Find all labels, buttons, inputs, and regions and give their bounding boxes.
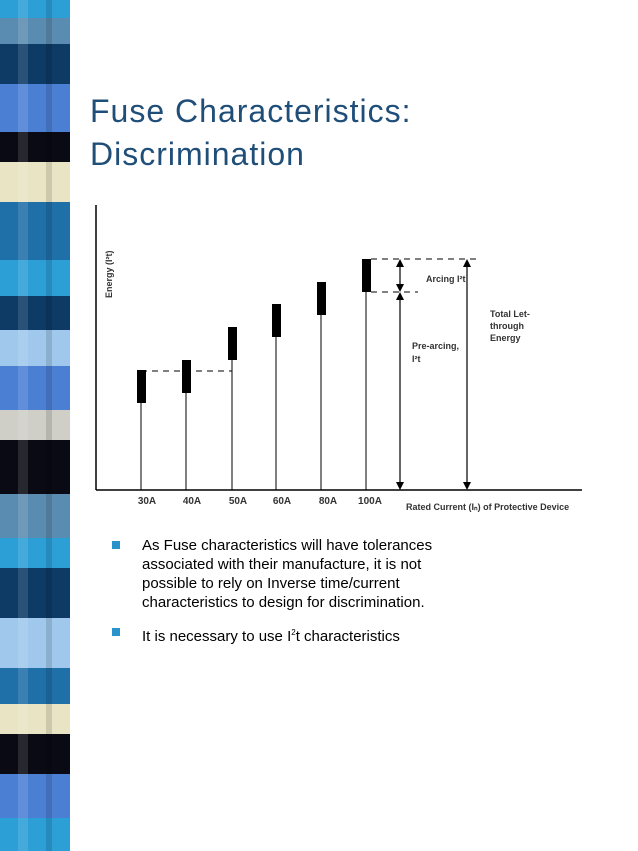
bullet-text-before: It is necessary to use I <box>142 628 292 645</box>
bullet-list: As Fuse characteristics will have tolera… <box>108 536 528 657</box>
bullet-line: characteristics to design for discrimina… <box>142 594 425 611</box>
prearcing-arrow-head-up <box>396 292 404 300</box>
fuse-80a-band <box>317 282 326 315</box>
i2t-discrimination-diagram: Energy (I²t) Arcing I²t Pre-arcing, I²t … <box>95 205 582 512</box>
arcing-arrow-head-down <box>396 284 404 292</box>
total-label-line3: Energy <box>490 333 521 343</box>
prearcing-label-line1: Pre-arcing, <box>412 341 459 351</box>
bullet-line: possible to rely on Inverse time/current <box>142 575 400 592</box>
bullet-text-after: t characteristics <box>295 628 400 645</box>
fuse-30a-band <box>137 370 146 403</box>
bullet-superscript: 2 <box>291 628 296 637</box>
total-arrow-head-up <box>463 259 471 267</box>
decorative-stripe-bar <box>0 0 72 851</box>
fuse-100a-band <box>362 259 371 292</box>
y-axis-label: Energy (I²t) <box>104 250 114 298</box>
x-tick-80a: 80A <box>319 496 337 507</box>
bullet-item-tolerances: As Fuse characteristics will have tolera… <box>108 536 528 612</box>
prearcing-label-line2: I²t <box>412 354 421 364</box>
x-axis-label: Rated Current (Iₙ) of Protective Device <box>406 502 569 512</box>
slide-title: Fuse Characteristics: Discrimination <box>90 90 412 176</box>
bullet-line: associated with their manufacture, it is… <box>142 556 422 573</box>
x-tick-30a: 30A <box>138 496 156 507</box>
prearcing-arrow-head-down <box>396 482 404 490</box>
x-tick-60a: 60A <box>273 496 291 507</box>
fuse-60a-band <box>272 304 281 337</box>
x-tick-40a: 40A <box>183 496 201 507</box>
bullet-square-icon <box>112 541 120 549</box>
fuse-40a-band <box>182 360 191 393</box>
fuse-50a-band <box>228 327 237 360</box>
arcing-arrow-head-up <box>396 259 404 267</box>
x-tick-50a: 50A <box>229 496 247 507</box>
bullet-square-icon <box>112 628 120 636</box>
total-label-line1: Total Let- <box>490 309 530 319</box>
total-arrow-head-down <box>463 482 471 490</box>
arcing-label: Arcing I²t <box>426 274 466 284</box>
title-line-1: Fuse Characteristics: <box>90 93 412 129</box>
total-label-line2: through <box>490 321 524 331</box>
bullet-line: As Fuse characteristics will have tolera… <box>142 537 433 554</box>
x-tick-100a: 100A <box>358 496 382 507</box>
title-line-2: Discrimination <box>90 136 305 172</box>
bullet-item-i2t: It is necessary to use I2t characteristi… <box>108 623 528 646</box>
